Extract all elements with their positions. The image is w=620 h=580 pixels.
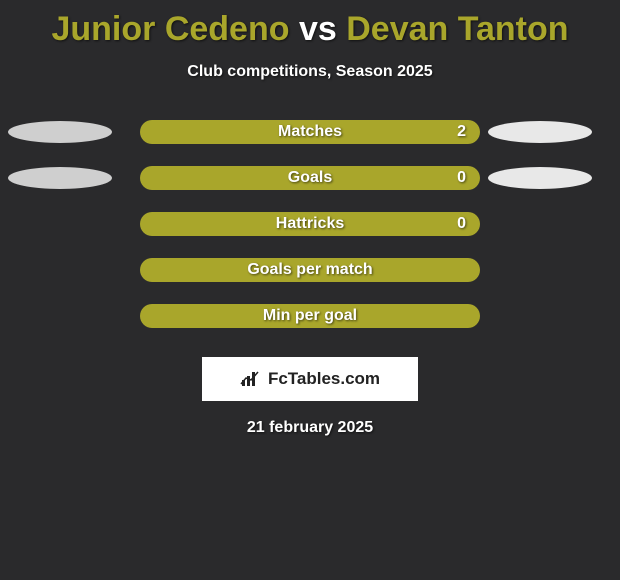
stat-bar: Goals 0 <box>140 166 480 190</box>
date-text: 21 february 2025 <box>0 419 620 437</box>
stat-value: 0 <box>457 215 466 233</box>
subtitle: Club competitions, Season 2025 <box>0 63 620 81</box>
stat-row: Hattricks 0 <box>0 201 620 247</box>
stat-label: Hattricks <box>276 215 344 233</box>
stat-bar: Matches 2 <box>140 120 480 144</box>
left-ellipse <box>8 167 112 189</box>
comparison-title: Junior Cedeno vs Devan Tanton <box>0 0 620 49</box>
stat-label: Goals <box>288 169 332 187</box>
stat-bar: Goals per match <box>140 258 480 282</box>
stat-row: Min per goal <box>0 293 620 339</box>
bar-chart-icon <box>240 370 262 388</box>
right-ellipse <box>488 167 592 189</box>
stat-rows: Matches 2 Goals 0 Hattricks 0 Goals per match M… <box>0 109 620 339</box>
left-ellipse <box>8 121 112 143</box>
fctables-logo: FcTables.com <box>202 357 418 401</box>
stat-label: Min per goal <box>263 307 357 325</box>
title-player2: Devan Tanton <box>346 10 568 48</box>
stat-value: 2 <box>457 123 466 141</box>
stat-label: Goals per match <box>247 261 372 279</box>
stat-value: 0 <box>457 169 466 187</box>
title-player1: Junior Cedeno <box>51 10 289 48</box>
stat-label: Matches <box>278 123 342 141</box>
stat-bar: Hattricks 0 <box>140 212 480 236</box>
stat-row: Matches 2 <box>0 109 620 155</box>
right-ellipse <box>488 121 592 143</box>
title-vs: vs <box>290 10 347 48</box>
stat-row: Goals per match <box>0 247 620 293</box>
stat-row: Goals 0 <box>0 155 620 201</box>
logo-text: FcTables.com <box>268 369 380 389</box>
stat-bar: Min per goal <box>140 304 480 328</box>
